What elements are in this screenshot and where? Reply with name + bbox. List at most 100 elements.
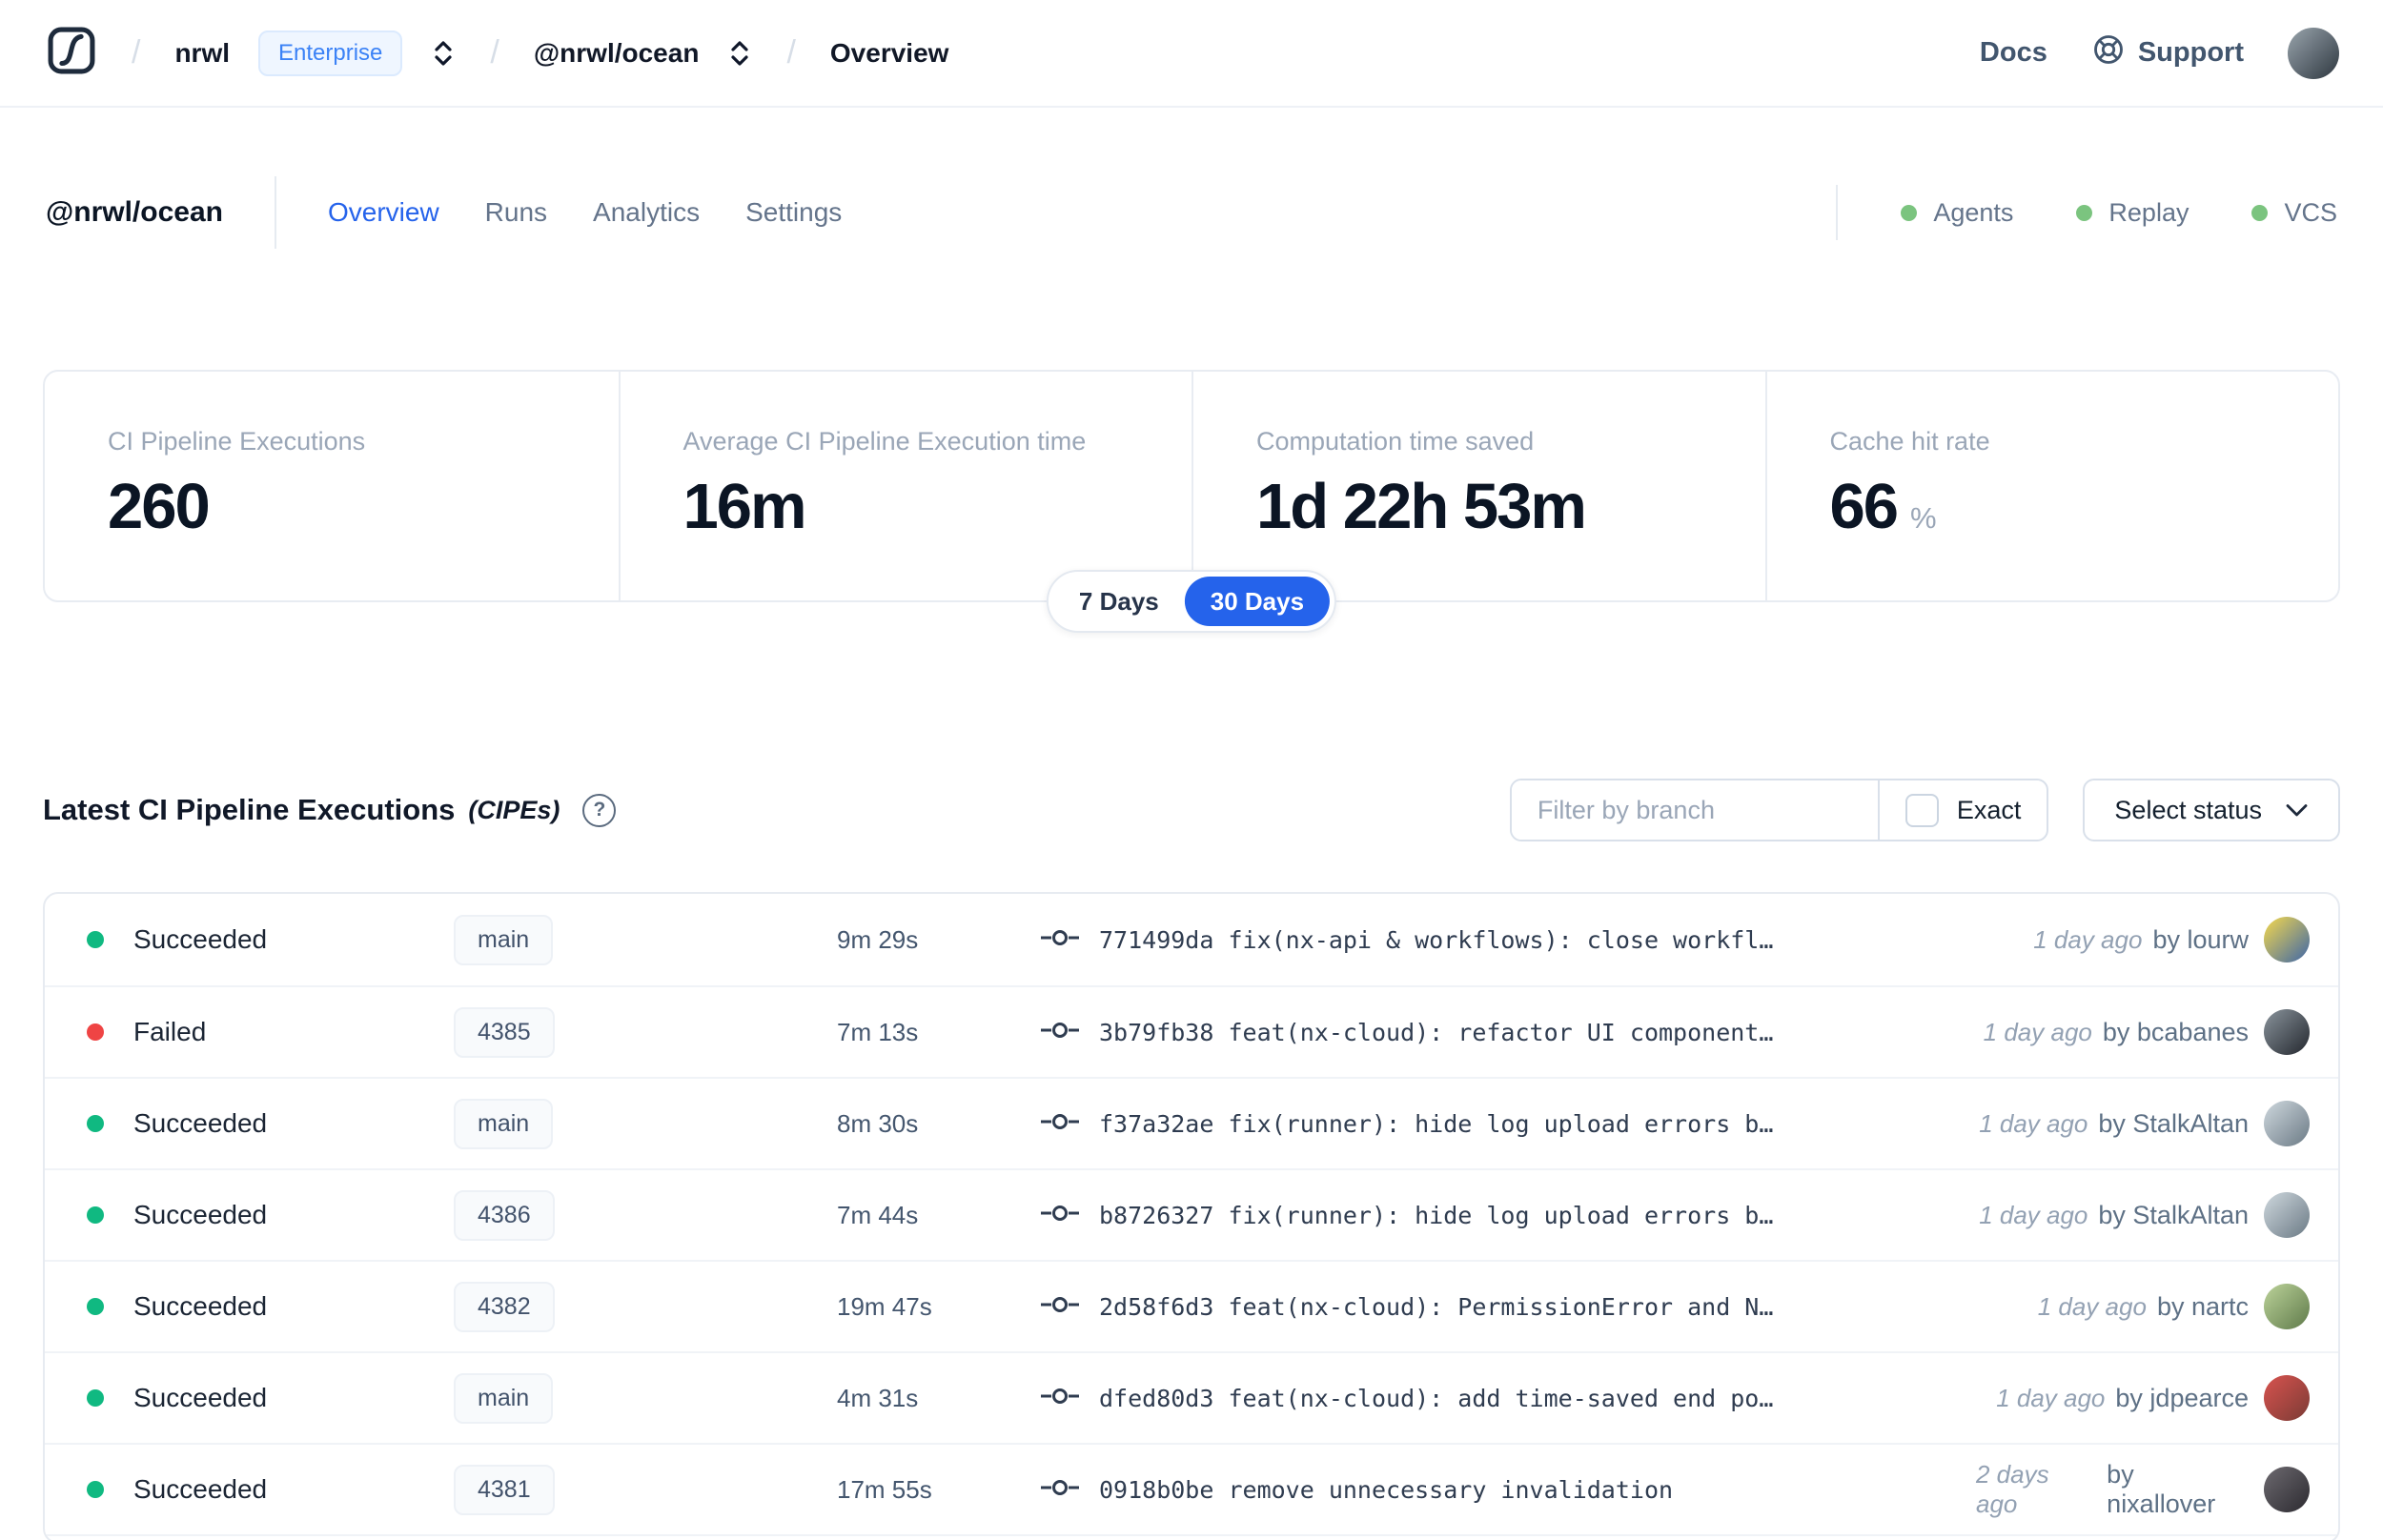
run-author: by lourw xyxy=(2152,924,2249,954)
divider xyxy=(1836,185,1839,240)
status-dot-icon xyxy=(2076,204,2093,221)
workspace-tabs: Overview Runs Analytics Settings xyxy=(328,197,842,228)
cipe-title-suffix: (CIPEs) xyxy=(468,795,560,824)
support-label: Support xyxy=(2137,37,2244,68)
stats-section: CI Pipeline Executions 260 Average CI Pi… xyxy=(43,370,2340,633)
cipe-table-row[interactable]: Succeeded main 8m 30s f37a32ae fix(runne… xyxy=(45,1077,2338,1168)
run-duration: 19m 47s xyxy=(837,1291,932,1321)
run-author: by jdpearce xyxy=(2115,1383,2249,1412)
breadcrumb-org[interactable]: nrwl xyxy=(174,37,231,68)
feature-status-link[interactable]: Replay xyxy=(2076,198,2189,228)
run-time-ago: 1 day ago xyxy=(1979,1200,2088,1229)
stat-card: Computation time saved 1d 22h 53m xyxy=(1192,372,1765,600)
run-time-ago: 2 days ago xyxy=(1976,1460,2049,1518)
run-duration: 7m 13s xyxy=(837,1017,919,1046)
cipe-table-row[interactable]: Failed 4385 7m 13s 3b79fb38 feat(nx-clou… xyxy=(45,985,2338,1077)
feature-status-link[interactable]: VCS xyxy=(2251,198,2337,228)
run-status-dot-icon xyxy=(87,1389,104,1407)
exact-checkbox[interactable] xyxy=(1904,793,1939,827)
status-dot-icon xyxy=(2251,204,2269,221)
top-navbar: / nrwl Enterprise / @nrwl/ocean / Overvi… xyxy=(0,0,2383,108)
divider xyxy=(274,176,276,249)
commit-text: 771499da fix(nx-api & workflows): close … xyxy=(1099,925,1774,954)
run-time-ago: 1 day ago xyxy=(2033,924,2143,954)
workspace-tab[interactable]: Settings xyxy=(745,197,843,227)
workspace-header: @nrwl/ocean Overview Runs Analytics Sett… xyxy=(0,174,2383,251)
stat-card: Cache hit rate 66% xyxy=(1764,372,2339,600)
stat-label: Computation time saved xyxy=(1256,427,1535,456)
branch-chip: 4386 xyxy=(454,1189,555,1241)
status-label: Replay xyxy=(2108,197,2190,227)
author-avatar xyxy=(2264,1009,2310,1055)
stat-value: 1d 22h 53m xyxy=(1256,471,1587,542)
lifebuoy-icon xyxy=(2091,32,2126,74)
stat-label: Average CI Pipeline Execution time xyxy=(682,427,1087,456)
run-duration: 4m 31s xyxy=(837,1383,919,1412)
run-author: by StalkAltan xyxy=(2098,1200,2249,1229)
cipe-table-row[interactable]: Succeeded 4382 19m 47s 2d58f6d3 feat(nx-… xyxy=(45,1260,2338,1351)
stats-cards: CI Pipeline Executions 260 Average CI Pi… xyxy=(43,370,2340,602)
git-commit-icon xyxy=(1040,925,1080,955)
author-avatar xyxy=(2264,1467,2310,1512)
cipe-section: Latest CI Pipeline Executions (CIPEs) ? … xyxy=(43,778,2340,1540)
workspace-tab[interactable]: Overview xyxy=(327,197,439,227)
stat-label: Cache hit rate xyxy=(1829,427,1990,456)
date-range-option[interactable]: 30 Days xyxy=(1184,577,1331,626)
run-status-dot-icon xyxy=(87,1298,104,1315)
workspace-tab[interactable]: Runs xyxy=(484,197,548,227)
breadcrumb-separator: / xyxy=(490,34,499,71)
date-range-option[interactable]: 7 Days xyxy=(1078,586,1159,616)
help-icon[interactable]: ? xyxy=(582,793,617,827)
branch-filter-group: Exact xyxy=(1509,779,2049,841)
nx-cloud-logo-icon[interactable] xyxy=(46,25,97,81)
branch-chip: 4385 xyxy=(454,1006,555,1058)
git-commit-icon xyxy=(1040,1475,1080,1505)
workspace-switcher-chevron-icon[interactable] xyxy=(727,37,752,70)
feature-status-link[interactable]: Agents xyxy=(1901,198,2013,228)
git-commit-icon xyxy=(1040,1201,1080,1230)
run-status-label: Succeeded xyxy=(133,924,268,954)
org-switcher-chevron-icon[interactable] xyxy=(431,37,456,70)
commit-text: b8726327 fix(runner): hide log upload er… xyxy=(1099,1201,1774,1229)
run-status-label: Succeeded xyxy=(133,1474,268,1504)
stat-value: 66% xyxy=(1829,471,1937,542)
run-status-label: Succeeded xyxy=(133,1108,268,1138)
next-row-edge xyxy=(45,1534,2338,1540)
run-status-dot-icon xyxy=(87,1023,104,1041)
support-link[interactable]: Support xyxy=(2091,32,2244,74)
workspace-title: @nrwl/ocean xyxy=(46,196,223,228)
docs-link[interactable]: Docs xyxy=(1979,37,2047,68)
cipe-table-row[interactable]: Succeeded 4381 17m 55s 0918b0be remove u… xyxy=(45,1443,2338,1534)
user-avatar[interactable] xyxy=(2288,27,2339,79)
cipe-table-row[interactable]: Succeeded main 4m 31s dfed80d3 feat(nx-c… xyxy=(45,1351,2338,1443)
run-author: by nixallover xyxy=(2107,1460,2216,1518)
status-select-button[interactable]: Select status xyxy=(2083,779,2340,841)
chevron-down-icon xyxy=(2285,796,2309,825)
branch-chip: main xyxy=(454,914,554,965)
run-status-dot-icon xyxy=(87,931,104,948)
run-duration: 8m 30s xyxy=(837,1108,919,1138)
run-author: by bcabanes xyxy=(2102,1017,2249,1046)
run-status-label: Failed xyxy=(133,1017,207,1046)
run-duration: 17m 55s xyxy=(837,1474,932,1504)
branch-filter-input[interactable] xyxy=(1511,780,1878,840)
exact-label[interactable]: Exact xyxy=(1956,795,2022,824)
cipe-table-row[interactable]: Succeeded 4386 7m 44s b8726327 fix(runne… xyxy=(45,1168,2338,1260)
commit-text: 0918b0be remove unnecessary invalidation xyxy=(1099,1475,1674,1504)
stat-label: CI Pipeline Executions xyxy=(108,427,366,456)
divider xyxy=(1877,780,1880,840)
run-status-label: Succeeded xyxy=(133,1383,268,1412)
run-status-dot-icon xyxy=(87,1481,104,1498)
status-select-label: Select status xyxy=(2114,795,2262,824)
run-author: by StalkAltan xyxy=(2098,1108,2249,1138)
run-duration: 7m 44s xyxy=(837,1200,919,1229)
run-time-ago: 1 day ago xyxy=(1996,1383,2106,1412)
run-author: by nartc xyxy=(2156,1291,2249,1321)
run-status-dot-icon xyxy=(87,1115,104,1132)
org-plan-badge[interactable]: Enterprise xyxy=(258,30,403,76)
cipe-title: Latest CI Pipeline Executions xyxy=(43,793,456,826)
workspace-tab[interactable]: Analytics xyxy=(593,197,701,227)
git-commit-icon xyxy=(1040,1018,1080,1047)
breadcrumb-workspace[interactable]: @nrwl/ocean xyxy=(533,37,700,68)
cipe-table-row[interactable]: Succeeded main 9m 29s 771499da fix(nx-ap… xyxy=(45,894,2338,985)
